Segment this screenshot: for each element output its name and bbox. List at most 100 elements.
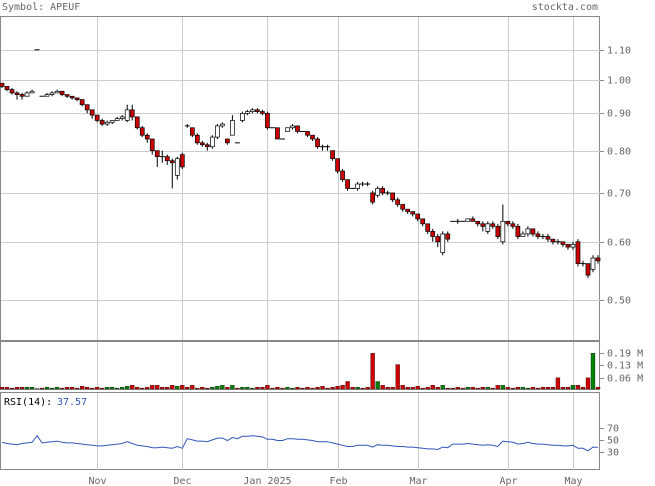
volume-bar: [100, 387, 105, 390]
candle-body: [230, 120, 235, 136]
volume-bar: [325, 387, 330, 390]
x-tick-label: Nov: [88, 476, 106, 486]
y-tick-label: 0.90: [607, 109, 631, 120]
volume-bar: [470, 386, 475, 390]
volume-bar: [105, 386, 110, 390]
candle-body: [400, 204, 406, 210]
y-tick-label: 0.50: [607, 296, 631, 307]
candle-body: [44, 94, 50, 97]
volume-bar: [455, 386, 460, 390]
volume-bar: [250, 387, 255, 390]
volume-bar: [590, 353, 596, 390]
price-panel: [0, 16, 600, 341]
volume-bar: [525, 387, 531, 390]
volume-bar: [64, 386, 70, 390]
volume-bar: [575, 385, 581, 390]
volume-bar: [530, 386, 536, 390]
candle-body: [14, 92, 20, 95]
volume-bar: [485, 386, 490, 390]
volume-bar: [430, 385, 435, 390]
volume-bar: [350, 386, 355, 390]
volume-bar: [335, 386, 340, 390]
candle-body: [595, 257, 601, 262]
candle-body: [515, 225, 521, 237]
candle-body: [545, 236, 551, 240]
volume-bar: [160, 386, 165, 390]
volume-bar: [520, 386, 526, 390]
volume-bar: [585, 377, 591, 390]
volume-bar: [315, 386, 320, 390]
candle-body: [64, 94, 70, 97]
volume-bar: [400, 385, 405, 390]
candle-body: [285, 127, 290, 132]
candle-body: [174, 158, 180, 176]
volume-bar: [84, 386, 90, 390]
volume-bar: [410, 386, 415, 390]
candle-body: [114, 118, 120, 121]
candle-body: [255, 109, 260, 112]
candle-body: [440, 233, 446, 253]
volume-bar: [330, 386, 335, 390]
x-tick-label: Feb: [329, 476, 347, 486]
volume-bar: [370, 353, 375, 390]
volume-bar: [39, 387, 45, 390]
candle-body: [570, 244, 576, 248]
volume-bar: [245, 386, 250, 390]
y-tick-label: 30: [607, 448, 619, 459]
volume-bar: [480, 386, 485, 390]
volume-bar: [415, 386, 420, 390]
volume-bar: [240, 386, 245, 390]
x-tick-label: Jan 2025: [243, 476, 291, 486]
volume-bar: [270, 387, 275, 390]
rsi-panel: [0, 392, 600, 470]
volume-bar: [74, 387, 80, 390]
candle-body: [89, 109, 95, 116]
x-tick-label: Apr: [499, 476, 517, 486]
candle-body: [134, 116, 140, 129]
candle-body: [410, 211, 416, 215]
volume-bar: [49, 387, 55, 390]
volume-bar: [545, 386, 551, 390]
candle-body: [250, 109, 255, 112]
volume-bar: [120, 386, 125, 390]
candle-body: [210, 136, 215, 148]
candle-body: [0, 82, 5, 87]
volume-bar: [260, 386, 265, 390]
volume-bar: [310, 387, 315, 390]
candle-body: [194, 134, 200, 144]
volume-bar: [170, 385, 175, 390]
volume-bar: [540, 386, 546, 390]
y-tick-label: 0.80: [607, 147, 631, 158]
volume-bar: [54, 386, 60, 390]
candle-body: [29, 90, 35, 94]
volume-bar: [405, 386, 410, 390]
candle-body: [585, 263, 591, 276]
volume-bar: [580, 386, 586, 390]
candle-body: [84, 104, 90, 111]
candle-body: [189, 127, 195, 136]
volume-bar: [395, 364, 400, 390]
candle-body: [54, 90, 60, 94]
volume-bar: [115, 387, 120, 390]
candle-body: [215, 125, 220, 138]
rsi-last-value: 37.57: [57, 397, 87, 408]
volume-bar: [24, 386, 30, 390]
candle-body: [225, 138, 230, 144]
volume-bar: [155, 385, 160, 390]
candle-body: [24, 92, 30, 97]
volume-bar: [200, 386, 205, 390]
candle-body: [104, 121, 110, 125]
candle-body: [305, 131, 310, 136]
volume-bar: [305, 386, 310, 390]
volume-bar: [440, 385, 445, 390]
rsi-label: RSI(14):: [4, 397, 52, 408]
candle-body: [74, 97, 80, 100]
candle-body: [4, 86, 10, 90]
y-tick-label: 0.13 M: [607, 361, 643, 372]
volume-bar: [380, 385, 385, 390]
candle-body: [139, 127, 145, 136]
volume-bar: [90, 387, 95, 390]
candle-body: [204, 144, 210, 148]
volume-bar: [365, 386, 370, 390]
candle-body: [415, 213, 421, 220]
